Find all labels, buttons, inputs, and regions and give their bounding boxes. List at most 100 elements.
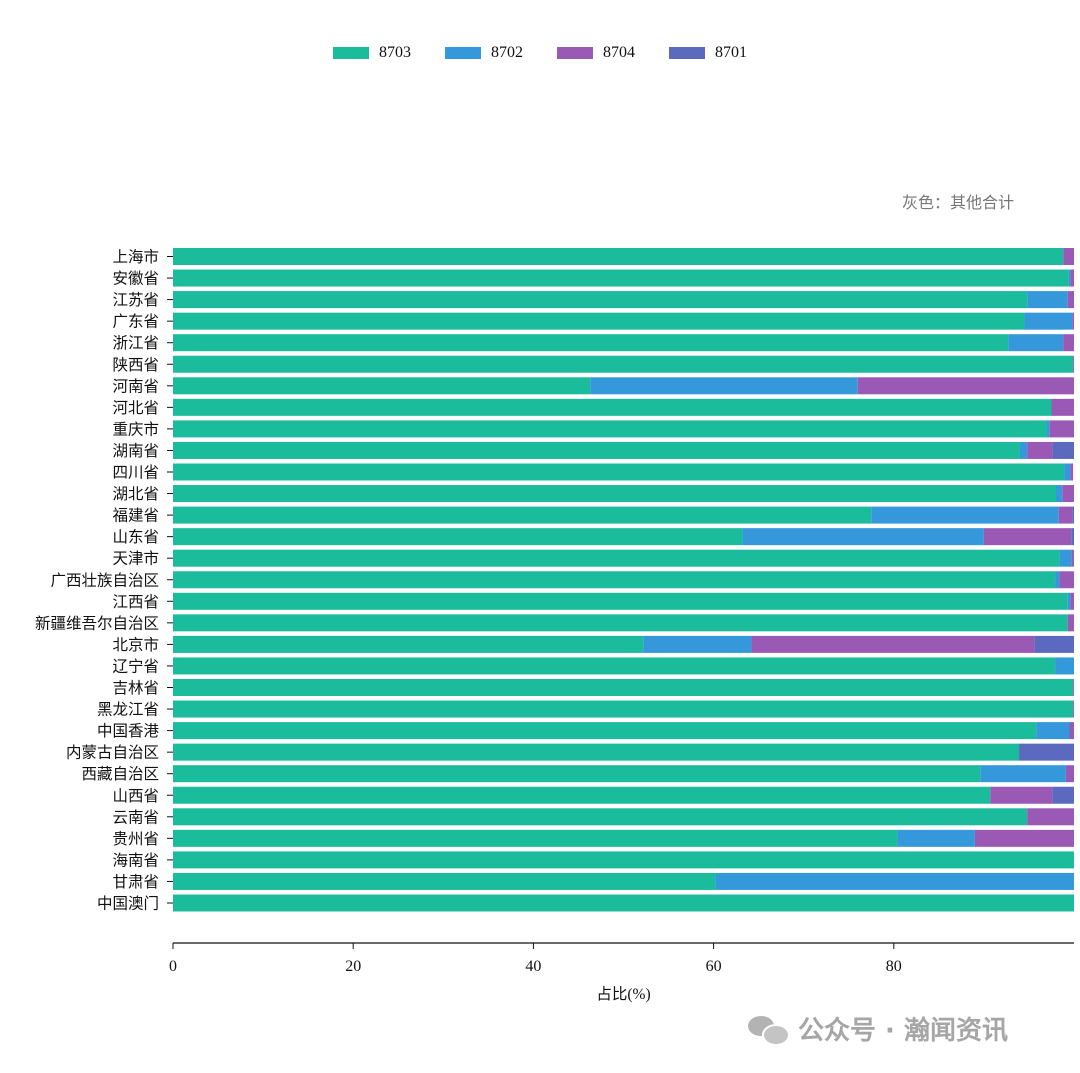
category-label: 四川省 bbox=[112, 464, 159, 482]
bar-segment bbox=[1052, 786, 1074, 804]
category-label: 广东省 bbox=[112, 313, 159, 331]
bar-segment bbox=[1046, 420, 1050, 438]
bar-segment bbox=[1027, 441, 1053, 459]
bar-segment bbox=[173, 549, 1060, 567]
bar-segment bbox=[1063, 334, 1074, 352]
bar-segment bbox=[173, 398, 1052, 416]
bar-segment bbox=[1027, 291, 1068, 309]
x-tick-label: 40 bbox=[525, 958, 541, 975]
category-label: 江苏省 bbox=[112, 291, 159, 309]
x-tick-label: 0 bbox=[169, 958, 177, 975]
bar-segment bbox=[1052, 441, 1074, 459]
bar-segment bbox=[1073, 549, 1074, 567]
chart-annotation: 灰色：其他合计 bbox=[902, 195, 1015, 212]
bar-segment bbox=[173, 635, 644, 653]
bar-segment bbox=[173, 291, 1028, 309]
bar-segment bbox=[1058, 506, 1073, 524]
category-label: 广西壮族自治区 bbox=[50, 571, 159, 589]
bar-segment bbox=[173, 829, 898, 847]
category-label: 内蒙古自治区 bbox=[66, 744, 159, 762]
category-label: 云南省 bbox=[112, 808, 159, 826]
bar-segment bbox=[173, 506, 872, 524]
bar-segment bbox=[1059, 549, 1072, 567]
category-label: 吉林省 bbox=[112, 679, 159, 697]
bar-segment bbox=[1064, 463, 1071, 481]
bar-segment bbox=[173, 722, 1037, 740]
category-label: 中国澳门 bbox=[97, 895, 159, 913]
legend-swatch bbox=[557, 47, 593, 59]
bar-segment bbox=[173, 248, 1064, 265]
bar-segment bbox=[173, 528, 743, 546]
bar-segment bbox=[1073, 700, 1074, 718]
bar-segment bbox=[1055, 657, 1074, 675]
category-label: 上海市 bbox=[112, 248, 159, 266]
bar-segment bbox=[173, 872, 716, 890]
x-tick-label: 60 bbox=[706, 958, 722, 975]
category-label: 山东省 bbox=[112, 528, 159, 546]
legend-label: 8704 bbox=[603, 44, 635, 61]
bar-segment bbox=[1062, 485, 1074, 503]
bar-segment bbox=[1073, 679, 1074, 696]
category-label: 江西省 bbox=[112, 593, 159, 611]
bar-segment bbox=[1036, 722, 1070, 740]
category-label: 山西省 bbox=[112, 787, 159, 805]
bar-segment bbox=[983, 528, 1072, 546]
bar-segment bbox=[1059, 571, 1074, 589]
category-label: 中国香港 bbox=[97, 722, 160, 740]
bar-segment bbox=[1070, 463, 1074, 481]
bar-segment bbox=[1055, 485, 1063, 503]
category-label: 陕西省 bbox=[112, 356, 159, 374]
watermark: 公众号 · 瀚闻资讯 bbox=[748, 1010, 1008, 1047]
legend: 8703 8702 8704 8701 bbox=[0, 44, 1080, 62]
bar-segment bbox=[173, 765, 981, 783]
bar-segment bbox=[980, 765, 1066, 783]
bar-segment bbox=[1071, 528, 1074, 546]
bar-segment bbox=[173, 312, 1025, 330]
bar-segment bbox=[173, 786, 991, 804]
bar-segment bbox=[643, 635, 752, 653]
bar-segment bbox=[1072, 312, 1074, 330]
watermark-text: 公众号 · 瀚闻资讯 bbox=[798, 1016, 1008, 1046]
bar-segment bbox=[173, 894, 1074, 912]
category-label: 福建省 bbox=[112, 507, 159, 525]
bar-segment bbox=[1008, 334, 1064, 352]
category-label: 浙江省 bbox=[112, 334, 159, 352]
bar-segment bbox=[173, 743, 1020, 761]
bar-segment bbox=[742, 528, 984, 546]
legend-item: 8703 bbox=[333, 44, 411, 62]
legend-swatch bbox=[669, 47, 705, 59]
bar-segment bbox=[1065, 765, 1074, 783]
bar-segment bbox=[1072, 506, 1074, 524]
legend-label: 8701 bbox=[715, 44, 747, 61]
bar-segment bbox=[871, 506, 1059, 524]
bar-segment bbox=[715, 872, 1074, 890]
bar-segment bbox=[1067, 592, 1071, 610]
bar-segment bbox=[1070, 269, 1074, 287]
bar-segment bbox=[1068, 269, 1071, 287]
bar-segment bbox=[1073, 355, 1074, 373]
category-label: 安徽省 bbox=[112, 270, 159, 288]
bar-segment bbox=[1024, 312, 1073, 330]
bar-segment bbox=[173, 269, 1069, 287]
bar-segment bbox=[173, 441, 1020, 459]
legend-item: 8704 bbox=[557, 44, 635, 62]
bar-segment bbox=[173, 571, 1056, 589]
category-label: 河南省 bbox=[112, 377, 159, 395]
bar-segment bbox=[173, 700, 1074, 718]
bar-segment bbox=[1070, 592, 1074, 610]
bar-segment bbox=[1019, 743, 1074, 761]
bar-segment bbox=[1069, 722, 1074, 740]
bar-segment bbox=[1055, 571, 1060, 589]
bar-segment bbox=[897, 829, 975, 847]
bar-segment bbox=[751, 635, 1035, 653]
bar-segment bbox=[173, 377, 591, 395]
legend-item: 8701 bbox=[669, 44, 747, 62]
bar-segment bbox=[173, 334, 1009, 352]
x-tick-label: 80 bbox=[886, 958, 902, 975]
bar-segment bbox=[173, 355, 1074, 373]
legend-item: 8702 bbox=[445, 44, 523, 62]
category-label: 湖北省 bbox=[112, 485, 159, 503]
bar-segment bbox=[173, 614, 1068, 632]
legend-label: 8702 bbox=[491, 44, 523, 61]
category-label: 北京市 bbox=[112, 636, 159, 654]
